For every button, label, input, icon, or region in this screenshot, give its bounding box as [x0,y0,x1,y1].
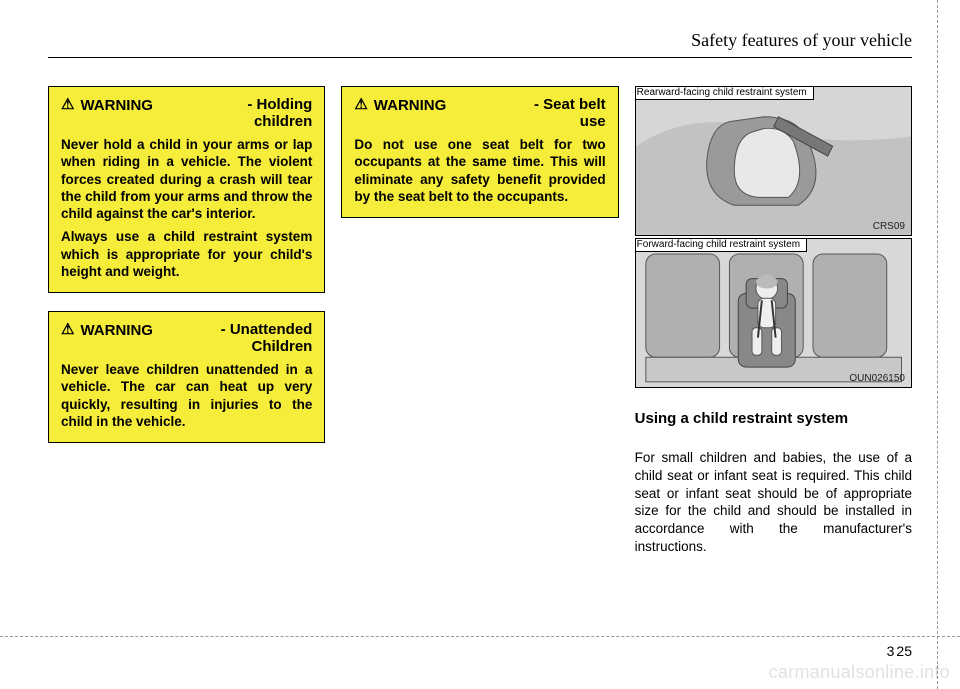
warning-body: Never leave children unattended in a veh… [61,361,312,430]
warning-seat-belt-use: ⚠ WARNING - Seat belt use Do not use one… [341,86,618,218]
warning-holding-children: ⚠ WARNING - Holding children Never hold … [48,86,325,293]
warning-subtitle-1: - Unattended [221,322,313,339]
warning-paragraph: Do not use one seat belt for two occupan… [354,136,605,205]
figure-code: CRS09 [873,221,905,232]
column-1: ⚠ WARNING - Holding children Never hold … [48,86,325,556]
warning-subtitle-2: Children [251,339,312,356]
column-2: ⚠ WARNING - Seat belt use Do not use one… [341,86,618,556]
crop-guide-right [937,0,938,689]
page-number: 25 [896,643,912,659]
figure-caption: Forward-facing child restraint system [635,238,807,252]
warning-icon: ⚠ [61,322,74,337]
warning-icon: ⚠ [61,97,74,112]
warning-subtitle-1: - Seat belt [534,97,606,114]
warning-subtitle-2: children [254,114,312,131]
warning-paragraph: Always use a child restraint system whic… [61,228,312,280]
warning-subtitle-1: - Holding [247,97,312,114]
chapter-number: 3 [887,643,895,659]
body-text: For small children and babies, the use o… [635,449,912,556]
figure-rearward-child-seat: Rearward-facing child restraint system C… [635,86,912,236]
warning-body: Do not use one seat belt for two occupan… [354,136,605,205]
warning-title: ⚠ WARNING - Holding children [61,97,312,130]
warning-body: Never hold a child in your arms or lap w… [61,136,312,280]
page-footer: 325 [887,643,912,659]
figure-code: OUN026150 [849,373,905,384]
rearward-seat-illustration [636,87,911,235]
figure-caption: Rearward-facing child restraint system [635,86,814,100]
warning-unattended-children: ⚠ WARNING - Unattended Children Never le… [48,311,325,443]
warning-label: WARNING [374,97,447,114]
page-header: Safety features of your vehicle [48,30,912,58]
warning-paragraph: Never hold a child in your arms or lap w… [61,136,312,222]
forward-seat-illustration [636,239,911,387]
crop-guide-bottom [0,636,960,637]
header-title: Safety features of your vehicle [691,30,912,50]
warning-title: ⚠ WARNING - Unattended Children [61,322,312,355]
content-columns: ⚠ WARNING - Holding children Never hold … [48,86,912,556]
figure-forward-child-seat: Forward-facing child restraint system [635,238,912,388]
warning-subtitle-2: use [580,114,606,131]
warning-icon: ⚠ [354,97,367,112]
warning-label: WARNING [80,97,153,114]
watermark: carmanualsonline.info [769,662,950,683]
warning-label: WARNING [80,322,153,339]
warning-title: ⚠ WARNING - Seat belt use [354,97,605,130]
warning-paragraph: Never leave children unattended in a veh… [61,361,312,430]
column-3: Rearward-facing child restraint system C… [635,86,912,556]
section-title: Using a child restraint system [635,410,912,427]
